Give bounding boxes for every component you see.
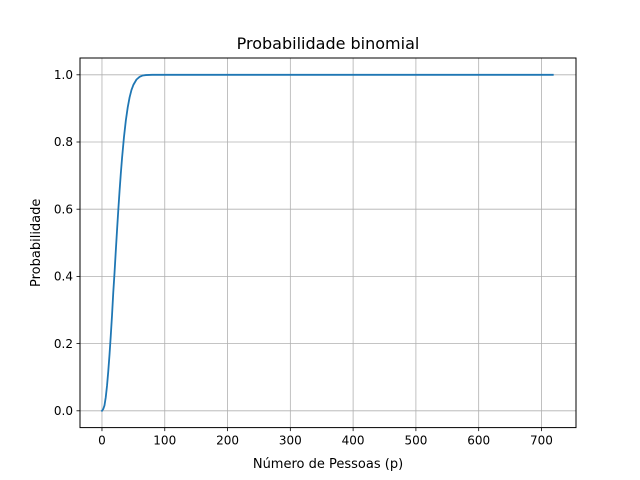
- series-layer: [100, 73, 554, 413]
- grid: [80, 58, 576, 428]
- axis-ticks: 0 100 200 300 400 500 600 700 0.0 0.2 0.4 0.6 0.8 1.0: [54, 68, 553, 448]
- x-tick-label: 600: [467, 434, 490, 448]
- x-tick-label: 700: [530, 434, 553, 448]
- y-tick-label: 0.4: [54, 270, 73, 284]
- x-tick-label: 200: [216, 434, 239, 448]
- x-tick-label: 300: [279, 434, 302, 448]
- y-tick-label: 0.8: [54, 135, 73, 149]
- series-line: [100, 73, 554, 413]
- x-tick-label: 0: [98, 434, 106, 448]
- y-axis-label: Probabilidade: [29, 199, 44, 287]
- x-tick-label: 500: [404, 434, 427, 448]
- plot-frame: [79, 57, 577, 429]
- y-tick-label: 0.0: [54, 404, 73, 418]
- x-tick-label: 100: [153, 434, 176, 448]
- y-tick-label: 0.6: [54, 202, 73, 216]
- x-axis-label: Número de Pessoas (p): [253, 457, 403, 472]
- y-tick-label: 0.2: [54, 337, 73, 351]
- x-tick-label: 400: [342, 434, 365, 448]
- chart-title: Probabilidade binomial: [237, 34, 420, 53]
- y-tick-label: 1.0: [54, 68, 73, 82]
